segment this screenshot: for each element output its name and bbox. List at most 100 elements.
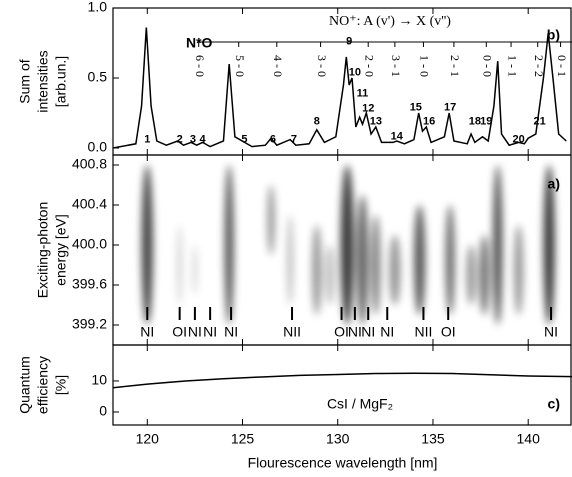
y-tick-label: 400.8 bbox=[72, 156, 107, 172]
y-tick-label: 10 bbox=[91, 372, 107, 388]
y-axis-label: [arb.un.] bbox=[53, 56, 69, 107]
intensity-streak bbox=[177, 225, 182, 305]
band-label: 1 - 1 bbox=[505, 55, 519, 77]
peak-label: 8 bbox=[314, 115, 320, 127]
intensity-streak bbox=[513, 225, 524, 315]
peak-label: 17 bbox=[444, 101, 456, 113]
band-label: 0 - 0 bbox=[481, 55, 495, 77]
band-label: 3 - 0 bbox=[315, 55, 329, 77]
peak-label: 2 bbox=[177, 134, 183, 146]
x-tick-label: 140 bbox=[517, 431, 541, 447]
band-label: 4 - 0 bbox=[271, 55, 285, 77]
intensity-streak bbox=[356, 195, 369, 325]
peak-label: 5 bbox=[241, 134, 247, 146]
peak-label: 16 bbox=[423, 115, 435, 127]
intensity-streak bbox=[389, 235, 401, 305]
intensity-streak bbox=[325, 245, 335, 305]
band-label: 0 - 1 bbox=[555, 55, 569, 77]
y-axis-label: [%] bbox=[53, 375, 69, 395]
intensity-streak bbox=[543, 165, 555, 325]
band-label: 2 - 1 bbox=[448, 55, 462, 77]
line-label: NI bbox=[188, 324, 202, 340]
y-axis-label: Sum of bbox=[17, 59, 33, 103]
band-label: 2 - 0 bbox=[362, 55, 376, 77]
y-axis-label: intensities bbox=[35, 50, 51, 112]
peak-label: 12 bbox=[362, 103, 374, 115]
intensity-streak bbox=[141, 165, 153, 325]
data-line bbox=[112, 27, 567, 149]
y-axis-label: energy [eV] bbox=[53, 214, 69, 286]
y-tick-label: 1.0 bbox=[88, 0, 108, 15]
data-line bbox=[112, 372, 572, 389]
band-label: 2 - 2 bbox=[532, 55, 546, 77]
y-tick-label: 399.2 bbox=[72, 316, 107, 332]
peak-label: 3 bbox=[190, 134, 196, 146]
panel-label: c) bbox=[548, 396, 560, 412]
band-label: 5 - 0 bbox=[233, 55, 247, 77]
line-label: OI bbox=[172, 324, 187, 340]
line-label: NI bbox=[348, 324, 362, 340]
line-label: NI bbox=[380, 324, 394, 340]
intensity-streak bbox=[466, 245, 476, 305]
peak-label: 10 bbox=[349, 66, 361, 78]
line-label: NI bbox=[544, 324, 558, 340]
y-tick-label: 0.5 bbox=[88, 69, 108, 85]
y-tick-label: 399.6 bbox=[72, 276, 107, 292]
line-label: NI bbox=[224, 324, 238, 340]
band-title: NO⁺: A (v') → X (v'') bbox=[329, 14, 451, 29]
intensity-streak bbox=[413, 205, 426, 315]
intensity-streak bbox=[445, 205, 455, 315]
peak-label: 11 bbox=[357, 87, 369, 99]
molecule-label: N*O bbox=[186, 35, 213, 51]
peak-label: 7 bbox=[291, 134, 297, 146]
y-tick-label: 0.0 bbox=[88, 139, 108, 155]
panel-frame bbox=[112, 344, 572, 426]
peak-label: 1 bbox=[144, 134, 150, 146]
line-label: OI bbox=[334, 324, 349, 340]
peak-label: 13 bbox=[370, 115, 382, 127]
panel-label: b) bbox=[547, 27, 560, 43]
peak-label: 21 bbox=[533, 115, 545, 127]
peak-label: 9 bbox=[346, 36, 352, 48]
intensity-streak bbox=[267, 185, 275, 255]
line-label: NI bbox=[203, 324, 217, 340]
y-tick-label: 400.4 bbox=[72, 196, 107, 212]
line-label: NII bbox=[414, 324, 432, 340]
curve-label: CsI / MgF₂ bbox=[327, 396, 393, 412]
y-axis-label: Exciting-photon bbox=[35, 202, 51, 299]
peak-label: 15 bbox=[410, 101, 422, 113]
intensity-streak bbox=[492, 165, 503, 325]
intensity-streak bbox=[192, 245, 197, 295]
band-label: 1 - 0 bbox=[418, 55, 432, 77]
x-tick-label: 135 bbox=[421, 431, 445, 447]
peak-label: 4 bbox=[199, 134, 206, 146]
line-label: NI bbox=[140, 324, 154, 340]
line-label: NI bbox=[361, 324, 375, 340]
x-tick-label: 120 bbox=[136, 431, 160, 447]
intensity-streak bbox=[224, 165, 234, 325]
peak-label: 20 bbox=[513, 134, 525, 146]
line-label: OI bbox=[441, 324, 456, 340]
peak-label: 14 bbox=[391, 131, 404, 143]
y-axis-label: efficiency bbox=[35, 356, 51, 414]
intensity-map-blur bbox=[141, 165, 555, 325]
intensity-streak bbox=[287, 215, 293, 305]
line-label: NII bbox=[283, 324, 301, 340]
y-tick-label: 0 bbox=[99, 403, 107, 419]
intensity-streak bbox=[479, 235, 490, 315]
x-tick-label: 125 bbox=[231, 431, 255, 447]
peak-label: 18 bbox=[469, 115, 481, 127]
x-tick-label: 130 bbox=[326, 431, 350, 447]
band-label: 6 - 0 bbox=[193, 55, 207, 77]
band-label: 3 - 1 bbox=[389, 55, 403, 77]
intensity-streak bbox=[340, 165, 354, 325]
peak-label: 6 bbox=[270, 134, 276, 146]
peak-label: 19 bbox=[480, 115, 492, 127]
intensity-streak bbox=[371, 215, 381, 315]
y-axis-label: Quantum bbox=[17, 356, 33, 414]
intensity-map bbox=[141, 165, 555, 325]
x-axis-label: Flourescence wavelength [nm] bbox=[248, 455, 438, 471]
y-tick-label: 400.0 bbox=[72, 236, 107, 252]
intensity-streak bbox=[312, 225, 322, 315]
